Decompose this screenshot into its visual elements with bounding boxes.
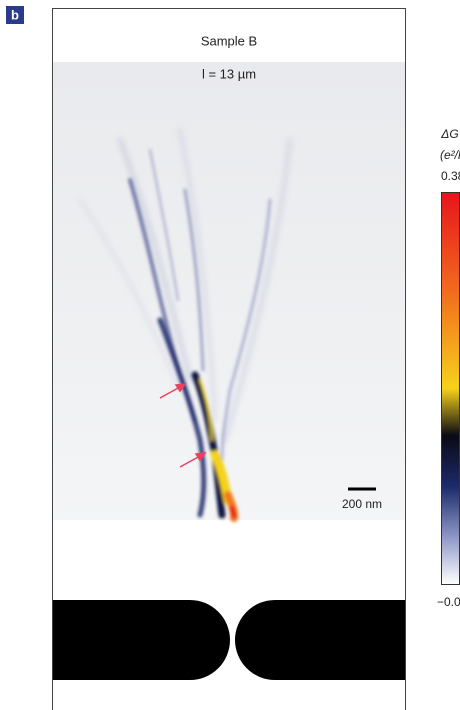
figure: b Sample B l = 13 xyxy=(0,0,460,710)
colorbar-min: −0.0 xyxy=(437,595,460,609)
left-electrode xyxy=(53,600,230,680)
scan-image xyxy=(53,62,405,520)
right-electrode xyxy=(235,600,405,680)
colorbar-symbol: ΔG xyxy=(440,127,458,141)
colorbar-max: 0.38 xyxy=(441,169,460,183)
title: Sample B xyxy=(201,33,257,48)
colorbar xyxy=(442,193,460,585)
scale-bar-label: 200 nm xyxy=(342,497,382,511)
page: {"panel_label": "b", "title": "Sample B"… xyxy=(0,0,460,710)
colorbar-unit: (e²/h xyxy=(440,148,460,162)
panel-label: b xyxy=(11,7,19,22)
length-label: l = 13 µm xyxy=(202,66,256,81)
